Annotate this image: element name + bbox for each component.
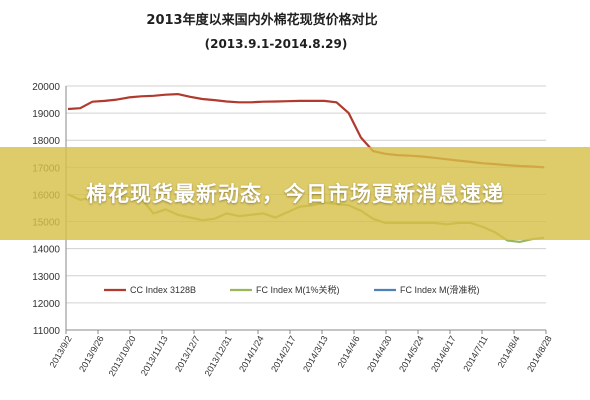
x-tick-label: 2013/9/2 [48,334,74,369]
x-axis-ticks: 2013/9/2 2013/9/26 2013/10/20 2013/11/13 201… [48,330,554,378]
x-tick-label: 2013/10/20 [107,334,138,378]
x-tick-label: 2013/12/7 [173,334,202,374]
legend-label: FC Index M(滑准税) [400,284,480,295]
headline-text: 棉花现货最新动态，今日市场更新消息速递 [86,181,504,206]
y-tick-label: 13000 [32,272,60,283]
y-tick-label: 14000 [32,245,60,256]
y-tick-label: 11000 [33,326,61,337]
legend-label: FC Index M(1%关税) [256,284,340,295]
x-tick-label: 2013/9/26 [77,334,106,374]
chart-subtitle: (2013.9.1-2014.8.29) [205,37,348,51]
x-tick-label: 2014/3/13 [301,334,330,374]
x-tick-label: 2014/2/17 [269,334,298,374]
x-tick-label: 2014/8/4 [496,334,522,369]
x-tick-label: 2013/11/13 [139,334,170,377]
y-tick-label: 12000 [32,299,60,310]
x-tick-label: 2014/8/28 [525,334,554,374]
legend-label: CC Index 3128B [130,285,196,295]
legend: CC Index 3128B FC Index M(1%关税) FC Index M… [104,284,480,295]
x-tick-label: 2014/7/11 [461,334,489,373]
x-tick-label: 2014/1/24 [237,334,266,374]
y-tick-label: 20000 [32,82,60,93]
x-tick-label: 2014/4/30 [365,334,394,374]
y-tick-label: 18000 [32,136,60,147]
x-tick-label: 2014/6/17 [429,334,458,374]
x-tick-label: 2014/4/6 [336,334,362,369]
chart-title: 2013年度以来国内外棉花现货价格对比 [146,12,377,28]
headline-banner: 棉花现货最新动态，今日市场更新消息速递 [0,147,590,240]
x-tick-label: 2013/12/31 [203,334,234,378]
y-tick-label: 19000 [32,109,60,120]
x-tick-label: 2014/5/24 [397,334,426,374]
